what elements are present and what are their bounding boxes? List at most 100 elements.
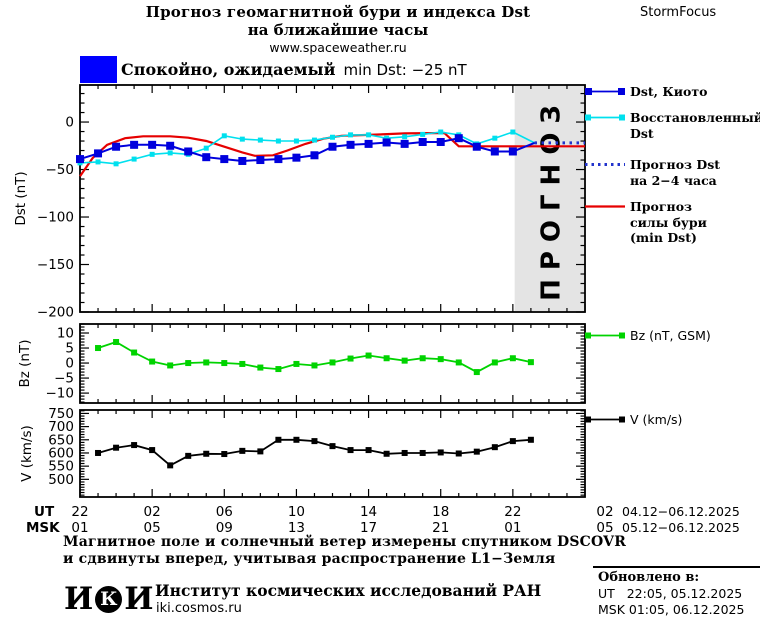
x-tick-label: 09 [215,520,233,536]
status-level-text: Спокойно, ожидаемый [121,60,336,79]
legend-label: Dst [630,125,654,141]
series-marker [113,444,120,451]
series-marker [455,450,462,457]
series-marker [203,450,210,457]
msk-row-label: MSK [26,520,60,536]
series-marker [221,451,228,458]
series-marker [527,436,534,443]
legend-item-dst-2: Прогноз Dst на 2−4 часа [584,157,720,188]
x-tick-label: 05 [596,520,614,536]
series-marker [329,359,336,366]
series-marker [382,138,391,147]
y-axis-title: Dst (nT) [13,171,29,225]
series-marker [400,139,409,148]
series-marker [167,150,173,156]
series-marker [275,366,282,373]
series-marker [383,450,390,457]
iki-logo-letter: И [124,581,154,617]
status-min-dst-value: min Dst: −25 nT [343,60,467,79]
series-marker [402,134,408,140]
series-marker [384,135,390,141]
series-marker [454,134,463,143]
legend-label: Прогноз Dst [630,157,721,172]
updated-ut-time: UT 22:05, 05.12.2025 [598,586,743,601]
series-marker [311,137,317,143]
y-tick-label: 550 [48,459,74,475]
msk-date-range: 05.12−06.12.2025 [622,520,740,535]
series-marker [293,138,299,144]
series-marker [184,147,193,156]
series-marker [274,155,283,164]
series-marker [490,147,499,156]
series-marker [383,355,390,362]
series-marker [420,131,426,137]
x-tick-label: 01 [504,520,522,536]
series-marker [366,132,372,138]
legend-label: Прогноз [630,199,693,214]
series-marker [455,359,462,366]
series-marker [293,436,300,443]
green-line-squares-swatch [585,332,625,339]
status-row: Спокойно, ожидаемый min Dst: −25 nT [80,55,467,84]
series-marker [491,359,498,366]
x-tick-label: 18 [432,504,450,520]
updated-msk-time: MSK 01:05, 06.12.2025 [598,602,745,617]
series-marker [221,133,227,139]
blue-line-squares-swatch [585,88,625,95]
y-tick-label: −5 [54,371,74,387]
x-tick-label: 10 [287,504,306,520]
series-marker [438,129,444,135]
legend-label: Dst, Киото [630,84,708,99]
series-marker [347,447,354,454]
legend-item-dst-0: Dst, Киото [584,84,707,100]
series-marker [419,355,426,362]
ut-date-range: 04.12−06.12.2025 [622,504,740,519]
series-marker [130,140,139,149]
series-marker [509,355,516,362]
iki-logo-letter: И [64,581,94,617]
series-marker [473,448,480,455]
y-tick-label: 750 [48,406,74,422]
x-tick-label: 02 [143,504,161,520]
black-line-squares-swatch [585,416,625,423]
y-tick-label: 0 [65,356,74,372]
y-tick-label: 700 [48,419,74,435]
series-marker [239,447,246,454]
series-marker [94,149,103,158]
series-marker [311,438,318,445]
series-marker [492,135,498,141]
series-marker [310,151,319,160]
legend-label: Bz (nT, GSM) [630,328,711,343]
legend-item-v: V (km/s) [584,412,682,428]
series-marker [437,356,444,363]
series-marker [365,447,372,454]
series-marker [131,156,137,162]
y-tick-label: 600 [48,445,74,461]
series-marker [239,360,246,367]
series-marker [220,155,229,164]
iki-logo: И К И [64,584,154,615]
series-marker [328,142,337,151]
status-color-swatch [80,56,117,83]
series-marker [166,141,175,150]
series-marker [527,359,534,366]
organization-site: iki.cosmos.ru [156,601,242,616]
series-marker [185,360,192,367]
series-marker [491,444,498,451]
x-tick-label: 02 [596,504,614,520]
series-marker [347,355,354,362]
series-marker [419,449,426,456]
legend-label: V (km/s) [630,412,683,427]
legend-item-bz: Bz (nT, GSM) [584,328,711,344]
series-marker [509,438,516,445]
series-marker [365,352,372,359]
x-tick-label: 22 [71,504,89,520]
x-tick-label: 01 [71,520,89,536]
series-marker [239,136,245,142]
series-marker [275,436,282,443]
series-marker [401,357,408,364]
series-marker [257,364,264,371]
